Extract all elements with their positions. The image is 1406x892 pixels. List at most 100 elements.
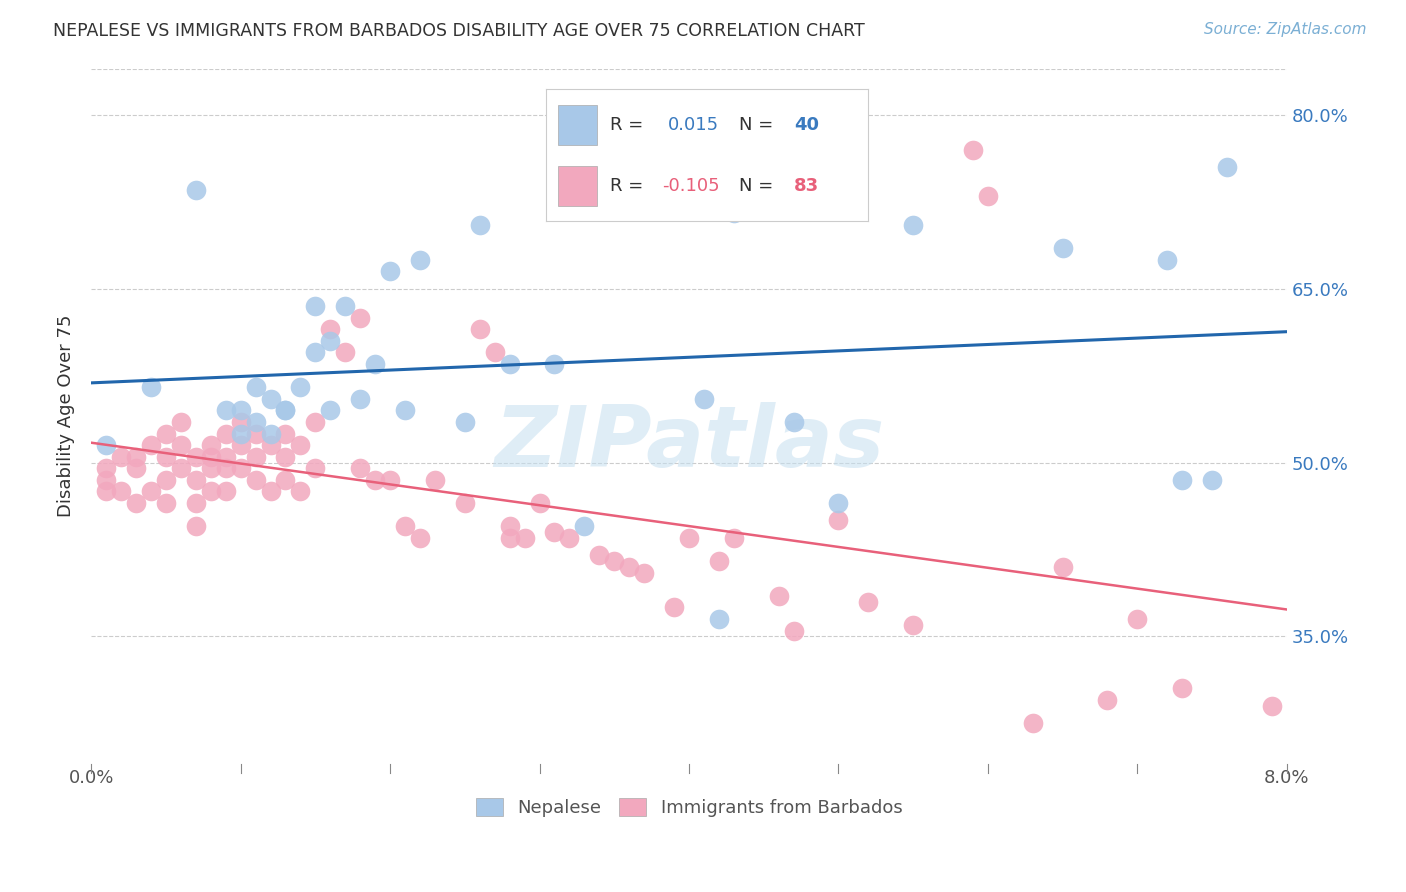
Point [707, 554, 730, 568]
Point [543, 357, 565, 371]
Point [215, 461, 238, 475]
Point [94, 438, 117, 452]
Point [184, 183, 207, 197]
Point [229, 403, 252, 417]
Point [170, 415, 193, 429]
Point [184, 473, 207, 487]
Point [304, 415, 326, 429]
Point [349, 310, 371, 325]
Point [633, 566, 655, 580]
Point [259, 392, 281, 406]
Point [290, 380, 312, 394]
Point [125, 450, 148, 464]
Point [678, 531, 700, 545]
Point [259, 484, 281, 499]
Point [1052, 241, 1074, 255]
Legend: Nepalese, Immigrants from Barbados: Nepalese, Immigrants from Barbados [468, 790, 910, 824]
Point [513, 531, 536, 545]
Point [155, 496, 177, 510]
Point [304, 345, 326, 359]
Point [319, 334, 342, 348]
Point [1216, 160, 1239, 174]
Point [155, 473, 177, 487]
Point [184, 450, 207, 464]
Point [200, 450, 222, 464]
Point [454, 496, 477, 510]
Point [125, 496, 148, 510]
Point [423, 473, 446, 487]
Point [484, 345, 506, 359]
Point [977, 189, 1000, 203]
Point [1261, 698, 1284, 713]
Point [259, 426, 281, 441]
Point [394, 519, 416, 533]
Point [827, 496, 849, 510]
Point [229, 415, 252, 429]
Point [454, 415, 477, 429]
Point [498, 357, 520, 371]
Point [378, 473, 401, 487]
Point [319, 322, 342, 336]
Point [274, 426, 297, 441]
Point [304, 299, 326, 313]
Point [529, 496, 551, 510]
Point [707, 612, 730, 626]
Point [1126, 612, 1149, 626]
Point [693, 392, 716, 406]
Point [215, 426, 238, 441]
Point [215, 484, 238, 499]
Point [498, 519, 520, 533]
Point [1171, 473, 1194, 487]
Point [364, 357, 387, 371]
Point [901, 617, 924, 632]
Point [901, 218, 924, 232]
Point [782, 624, 804, 638]
Point [364, 473, 387, 487]
Point [274, 450, 297, 464]
Point [94, 473, 117, 487]
Point [1097, 693, 1119, 707]
Point [155, 450, 177, 464]
Point [290, 438, 312, 452]
Point [335, 299, 357, 313]
Point [94, 484, 117, 499]
Point [110, 450, 132, 464]
Point [1052, 559, 1074, 574]
Point [184, 496, 207, 510]
Point [619, 125, 641, 139]
Point [768, 589, 790, 603]
Point [827, 513, 849, 527]
Point [139, 438, 162, 452]
Point [409, 252, 432, 267]
Text: NEPALESE VS IMMIGRANTS FROM BARBADOS DISABILITY AGE OVER 75 CORRELATION CHART: NEPALESE VS IMMIGRANTS FROM BARBADOS DIS… [53, 22, 865, 40]
Point [184, 519, 207, 533]
Point [200, 484, 222, 499]
Point [125, 461, 148, 475]
Point [1156, 252, 1178, 267]
Point [290, 484, 312, 499]
Point [394, 403, 416, 417]
Point [245, 415, 267, 429]
Point [723, 206, 745, 220]
Point [662, 600, 685, 615]
Point [245, 380, 267, 394]
Point [335, 345, 357, 359]
Point [229, 426, 252, 441]
Point [229, 461, 252, 475]
Point [468, 218, 491, 232]
Point [200, 438, 222, 452]
Point [139, 380, 162, 394]
Point [962, 143, 984, 157]
Point [274, 473, 297, 487]
Text: ZIPatlas: ZIPatlas [494, 402, 884, 485]
Point [349, 392, 371, 406]
Point [229, 438, 252, 452]
Point [274, 403, 297, 417]
Point [110, 484, 132, 499]
Point [858, 594, 880, 608]
Point [1171, 681, 1194, 696]
Point [468, 322, 491, 336]
Point [1022, 716, 1045, 731]
Point [409, 531, 432, 545]
Point [245, 450, 267, 464]
